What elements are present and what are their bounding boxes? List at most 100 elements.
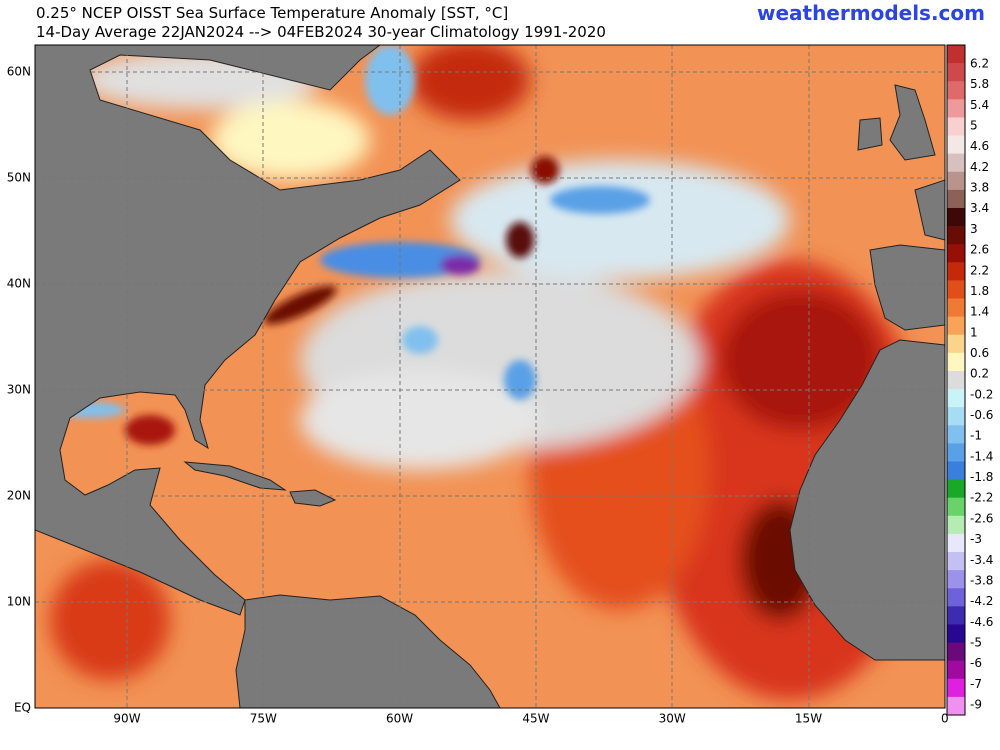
lat-label: 50N [7,171,31,185]
colorbar-label: 6.2 [970,57,989,71]
lon-label: 90W [113,712,140,726]
colorbar-label: -1 [970,429,982,443]
colorbar-label: 3.4 [970,201,989,215]
colorbar-label: 4.6 [970,139,989,153]
south-america [235,594,501,708]
colorbar-label: -2.2 [970,491,993,505]
colorbar-swatch [947,45,965,64]
colorbar-swatch [947,135,965,155]
map-frame [34,44,946,709]
colorbar-label: 5 [970,119,978,133]
colorbar-swatch [947,316,965,336]
colorbar-swatch [947,171,965,191]
title: 0.25° NCEP OISST Sea Surface Temperature… [36,4,508,22]
colorbar-swatch [947,588,965,607]
colorbar-swatch [947,352,965,372]
colorbar-label: 3 [970,222,978,236]
colorbar-label: 3.8 [970,181,989,195]
colorbar-label: -3.8 [970,573,993,587]
colorbar-label: -0.2 [970,387,993,401]
colorbar-swatch [947,262,965,281]
colorbar-swatch [947,642,965,662]
colorbar-label: 0.2 [970,367,989,381]
colorbar-swatch [947,81,965,100]
colorbar-frame [946,44,966,716]
lon-label: 30W [659,712,686,726]
colorbar-label: 0.6 [970,346,989,360]
anomaly-detail [55,45,650,445]
colorbar-swatch [947,606,965,625]
colorbar-label: 1.4 [970,305,989,319]
colorbar-swatch [947,389,965,408]
colorbar-label: -1.4 [970,449,993,463]
colorbar-label: 5.4 [970,98,989,112]
colorbar-label: -1.8 [970,470,993,484]
colorbar-label: -7 [970,677,982,691]
colorbar-label: -4.2 [970,594,993,608]
colorbar-swatch [947,280,965,300]
lon-label: 60W [386,712,413,726]
lat-label: 20N [7,489,31,503]
colorbar-label: -9 [970,698,982,712]
colorbar-swatch [947,552,965,571]
colorbar-swatch [947,207,965,227]
colorbar-swatch [947,570,965,589]
colorbar-label: -6 [970,656,982,670]
colorbar-swatch [947,461,965,481]
colorbar-swatch [947,298,965,318]
colorbar-swatch [947,189,965,209]
lon-label: 0 [941,712,949,726]
north-america [35,45,461,616]
site-label: weathermodels.com [757,1,985,25]
colorbar-swatch [947,244,965,263]
colorbar-swatch [947,515,965,535]
colorbar-swatch [947,443,965,462]
colorbar-label: -0.6 [970,408,993,422]
africa [789,339,945,661]
colorbar-swatch [947,153,965,173]
colorbar-swatch [947,678,965,698]
colorbar-swatch [947,479,965,499]
lat-label: EQ [14,701,31,715]
colorbar-label: -3 [970,532,982,546]
lat-label: 10N [7,595,31,609]
colorbar-swatch [947,497,965,517]
lat-label: 30N [7,383,31,397]
colorbar-swatch [947,370,965,390]
colorbar-swatch [947,99,965,118]
europe [914,179,945,241]
colorbar-swatch [947,334,965,354]
colorbar-label: 2.6 [970,243,989,257]
colorbar-label: -4.6 [970,615,993,629]
iberia [869,244,945,331]
colorbar-label: -5 [970,635,982,649]
colorbar-swatch [947,425,965,444]
cuba [183,461,287,491]
great-britain [889,84,936,161]
lon-label: 75W [250,712,277,726]
hispaniola [289,489,337,507]
colorbar-label: 4.2 [970,160,989,174]
colorbar-label: 5.8 [970,77,989,91]
lat-label: 40N [7,277,31,291]
colorbar-label: -3.4 [970,553,993,567]
lon-label: 45W [522,712,549,726]
colorbar-swatch [947,63,965,82]
colorbar-swatch [947,660,965,680]
lat-label: 60N [7,65,31,79]
colorbar-swatch [947,533,965,553]
subtitle: 14-Day Average 22JAN2024 --> 04FEB2024 3… [36,23,606,41]
colorbar-label: 2.2 [970,263,989,277]
colorbar-swatch [947,226,965,245]
grid [35,45,945,708]
map [35,45,945,708]
colorbar-label: 1 [970,325,978,339]
colorbar-label: 1.8 [970,284,989,298]
ireland [857,117,883,151]
colorbar-swatch [947,624,965,644]
colorbar-swatch [947,407,965,426]
lon-label: 15W [795,712,822,726]
colorbar-swatch [947,117,965,137]
colorbar-swatch [947,696,965,716]
